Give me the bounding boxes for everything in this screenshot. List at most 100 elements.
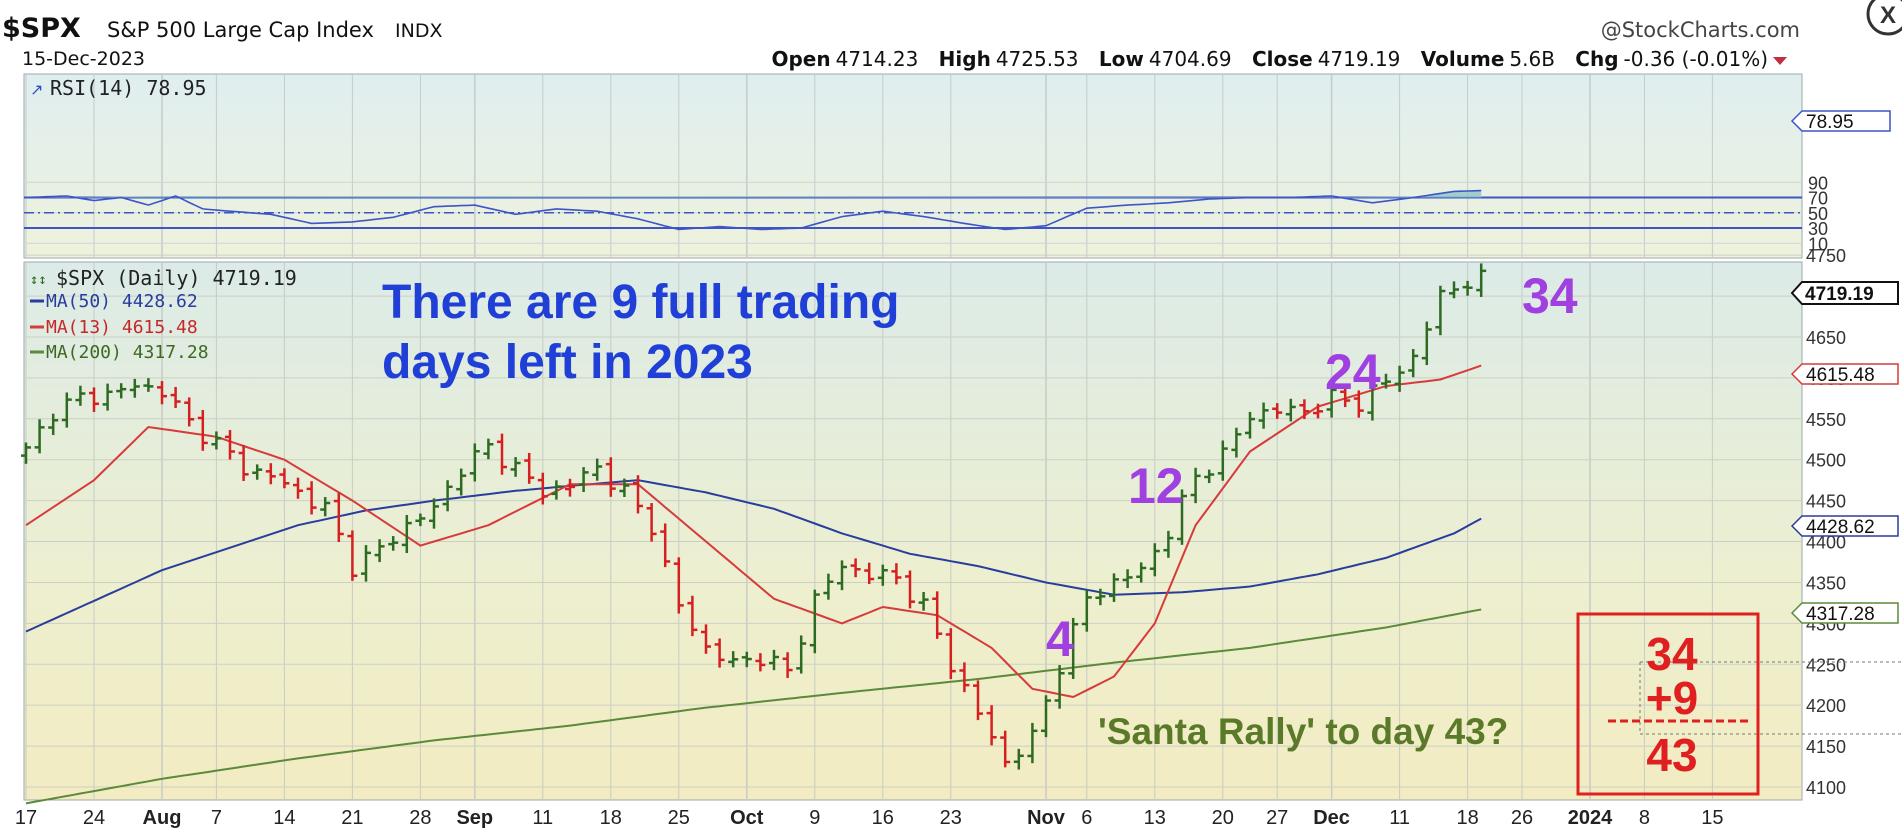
price-bar <box>170 386 181 408</box>
price-bar <box>320 497 331 517</box>
tag-ma50-shape <box>1790 515 1899 537</box>
price-bar <box>75 385 86 406</box>
projection-box <box>1576 612 1760 796</box>
price-bar <box>986 705 997 746</box>
chart-date: 15-Dec-2023 <box>22 48 145 70</box>
close-icon: X <box>1880 2 1896 29</box>
moving-average-lines <box>25 364 1482 805</box>
price-bar <box>1041 695 1051 738</box>
price-bar <box>1285 398 1296 422</box>
price-bar <box>1163 530 1174 558</box>
price-tick-label: 4650 <box>1806 328 1846 348</box>
x-tick-label: 27 <box>1266 807 1288 829</box>
price-bar <box>157 381 167 405</box>
price-bar <box>34 419 45 454</box>
tag-ma200: 4317.28 <box>1806 604 1875 625</box>
price-tick-label: 4450 <box>1806 492 1846 512</box>
brand-logo: @StockCharts.com <box>1601 18 1800 42</box>
x-tick-label: 25 <box>668 807 690 829</box>
symbol: $SPX <box>2 13 81 44</box>
x-tick-label: Sep <box>456 807 493 829</box>
price-bar <box>1054 665 1065 709</box>
price-bar <box>252 464 263 480</box>
rsi-tick-label: 90 <box>1808 173 1828 193</box>
price-bar <box>347 530 358 581</box>
legend-ma13: MA(13) 4615.48 <box>46 317 198 338</box>
x-tick-label: 11 <box>1389 807 1410 829</box>
price-bar <box>565 478 575 497</box>
tag-close: 4719.19 <box>1805 284 1874 305</box>
price-bar <box>238 445 249 481</box>
x-tick-label: 2024 <box>1568 807 1613 829</box>
x-tick-label: 21 <box>341 807 363 829</box>
price-bar <box>864 562 875 584</box>
price-legend: ↕↕ $SPX (Daily) 4719.19 MA(50) 4428.62 M… <box>30 266 297 363</box>
price-bar <box>809 589 820 654</box>
price-bar <box>21 442 31 464</box>
x-tick-label: 16 <box>872 807 894 829</box>
price-tick-label: 4750 <box>1806 246 1846 266</box>
price-bar <box>415 513 426 527</box>
x-tick-label: 20 <box>1212 807 1234 829</box>
price-bar <box>1000 730 1011 768</box>
price-bar <box>1095 588 1106 606</box>
price-tick-label: 4400 <box>1806 533 1846 553</box>
price-bar <box>61 392 72 428</box>
price-bar <box>701 624 711 654</box>
price-bar <box>796 635 807 674</box>
x-tick-label: 9 <box>809 807 820 829</box>
price-bar <box>197 410 208 451</box>
ma50-line <box>25 479 1482 633</box>
x-tick-label: 6 <box>1081 807 1092 829</box>
price-bar <box>89 387 99 412</box>
price-bar <box>1326 382 1337 418</box>
price-tick-label: 4150 <box>1806 737 1846 757</box>
price-bar <box>211 431 222 450</box>
price-bar <box>1136 562 1147 583</box>
price-bar <box>510 457 521 477</box>
rsi-panel <box>23 73 1803 259</box>
price-bar <box>945 628 956 680</box>
price-bar <box>823 573 834 600</box>
exchange: INDX <box>395 20 442 42</box>
chart-header: $SPX S&P 500 Large Cap Index INDX 15-Dec… <box>2 13 1800 71</box>
price-bar <box>551 480 562 500</box>
price-bar <box>279 468 290 489</box>
price-bar <box>1272 403 1283 419</box>
ma13-line <box>25 364 1482 699</box>
x-tick-label: Aug <box>143 807 182 829</box>
price-legend-icon: ↕↕ <box>30 272 47 288</box>
x-tick-label: Oct <box>730 807 764 829</box>
price-bar <box>673 557 684 614</box>
index-name: S&P 500 Large Cap Index <box>107 18 374 42</box>
axis-value-tags: 78.95 4719.19 4615.48 4428.62 4317.28 <box>1790 110 1899 625</box>
price-bar <box>293 477 303 499</box>
price-bar <box>429 498 439 529</box>
price-bar <box>456 468 467 496</box>
price-bar <box>1367 380 1378 421</box>
price-bar <box>891 563 902 585</box>
price-tick-label: 4250 <box>1806 655 1846 675</box>
price-bar <box>660 523 671 568</box>
price-bar <box>633 475 643 514</box>
price-bar <box>537 472 548 505</box>
price-bar <box>1462 280 1473 296</box>
change-down-arrow-icon <box>1773 57 1787 65</box>
price-bar <box>225 430 235 460</box>
price-bar <box>1394 365 1405 392</box>
price-bar <box>932 591 943 639</box>
rsi-legend: ↗ RSI(14) 78.95 <box>30 76 207 100</box>
price-tick-label: 4100 <box>1806 778 1846 798</box>
price-tick-label: 4500 <box>1806 451 1846 471</box>
count-label-4: 4 <box>1046 611 1074 667</box>
price-bar <box>605 457 616 497</box>
price-bar <box>959 662 970 693</box>
price-bar <box>388 536 399 551</box>
price-bar <box>184 397 195 427</box>
close-chart-button[interactable]: X <box>1866 0 1902 36</box>
price-bar <box>1027 722 1038 764</box>
price-bar <box>1149 543 1160 577</box>
price-bar <box>1435 285 1446 336</box>
price-bar <box>48 413 59 436</box>
